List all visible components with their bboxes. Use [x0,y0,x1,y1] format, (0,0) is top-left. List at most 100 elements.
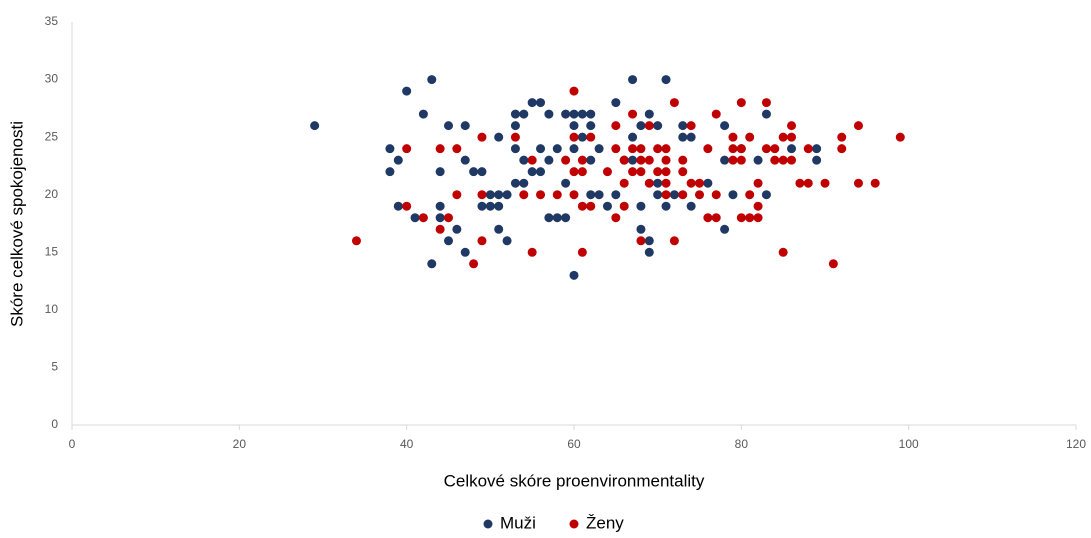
point [460,247,470,257]
point [494,132,504,142]
point [586,190,596,200]
point [402,201,412,211]
point [761,98,771,108]
point [661,155,671,165]
point [577,109,587,119]
point [510,132,520,142]
point [602,167,612,177]
point [519,109,529,119]
point [552,144,562,154]
point [477,236,487,246]
point [669,98,679,108]
point [661,201,671,211]
point [510,121,520,131]
point [619,201,629,211]
point [444,121,453,131]
point [569,86,579,96]
point [536,167,546,177]
point [418,213,428,223]
point [853,178,863,188]
point [393,201,403,211]
point [636,144,646,154]
point [661,190,671,200]
x-tick-label: 20 [233,437,247,451]
point [452,190,462,200]
point [720,224,730,234]
point [427,259,437,269]
point [510,178,520,188]
point [569,190,579,200]
point [787,121,797,131]
y-tick-label: 30 [45,72,59,86]
point [527,167,537,177]
point [636,224,646,234]
point [628,144,638,154]
point [569,132,579,142]
point [644,155,654,165]
point [402,144,412,154]
point [828,259,838,269]
point [469,167,479,177]
x-tick-label: 120 [1066,437,1086,451]
point [728,144,738,154]
point [837,132,847,142]
point [611,144,621,154]
point [452,144,462,154]
point [494,190,504,200]
point [444,213,453,223]
point [895,132,905,142]
point [544,109,554,119]
point [753,178,763,188]
point [427,75,437,85]
point [678,190,688,200]
point [787,155,797,165]
point [720,155,730,165]
point [728,155,738,165]
point [393,155,403,165]
point [460,121,470,131]
point [644,247,654,257]
point [678,121,688,131]
point [435,224,445,234]
point [544,213,554,223]
x-tick-label: 40 [400,437,414,451]
point [787,144,797,154]
point [628,132,638,142]
point [435,167,445,177]
legend-label: Muži [500,513,536,532]
point [686,201,696,211]
point [812,155,822,165]
point [636,155,646,165]
point [761,144,771,154]
point [669,190,679,200]
point [561,213,571,223]
point [611,98,621,108]
point [644,178,654,188]
point [536,98,546,108]
point [636,201,646,211]
point [460,155,470,165]
point [577,155,587,165]
point [728,132,738,142]
point [745,132,755,142]
point [753,213,763,223]
point [435,144,445,154]
point [686,121,696,131]
point [552,213,562,223]
x-tick-label: 60 [567,437,581,451]
point [695,190,704,200]
y-tick-label: 15 [45,244,59,258]
point [736,144,746,154]
point [527,247,537,257]
point [561,155,571,165]
point [552,190,562,200]
point [669,236,679,246]
point [594,190,604,200]
point [494,224,504,234]
point [569,167,579,177]
point [644,121,654,131]
point [402,86,412,96]
point [536,190,546,200]
y-tick-label: 0 [51,417,58,431]
